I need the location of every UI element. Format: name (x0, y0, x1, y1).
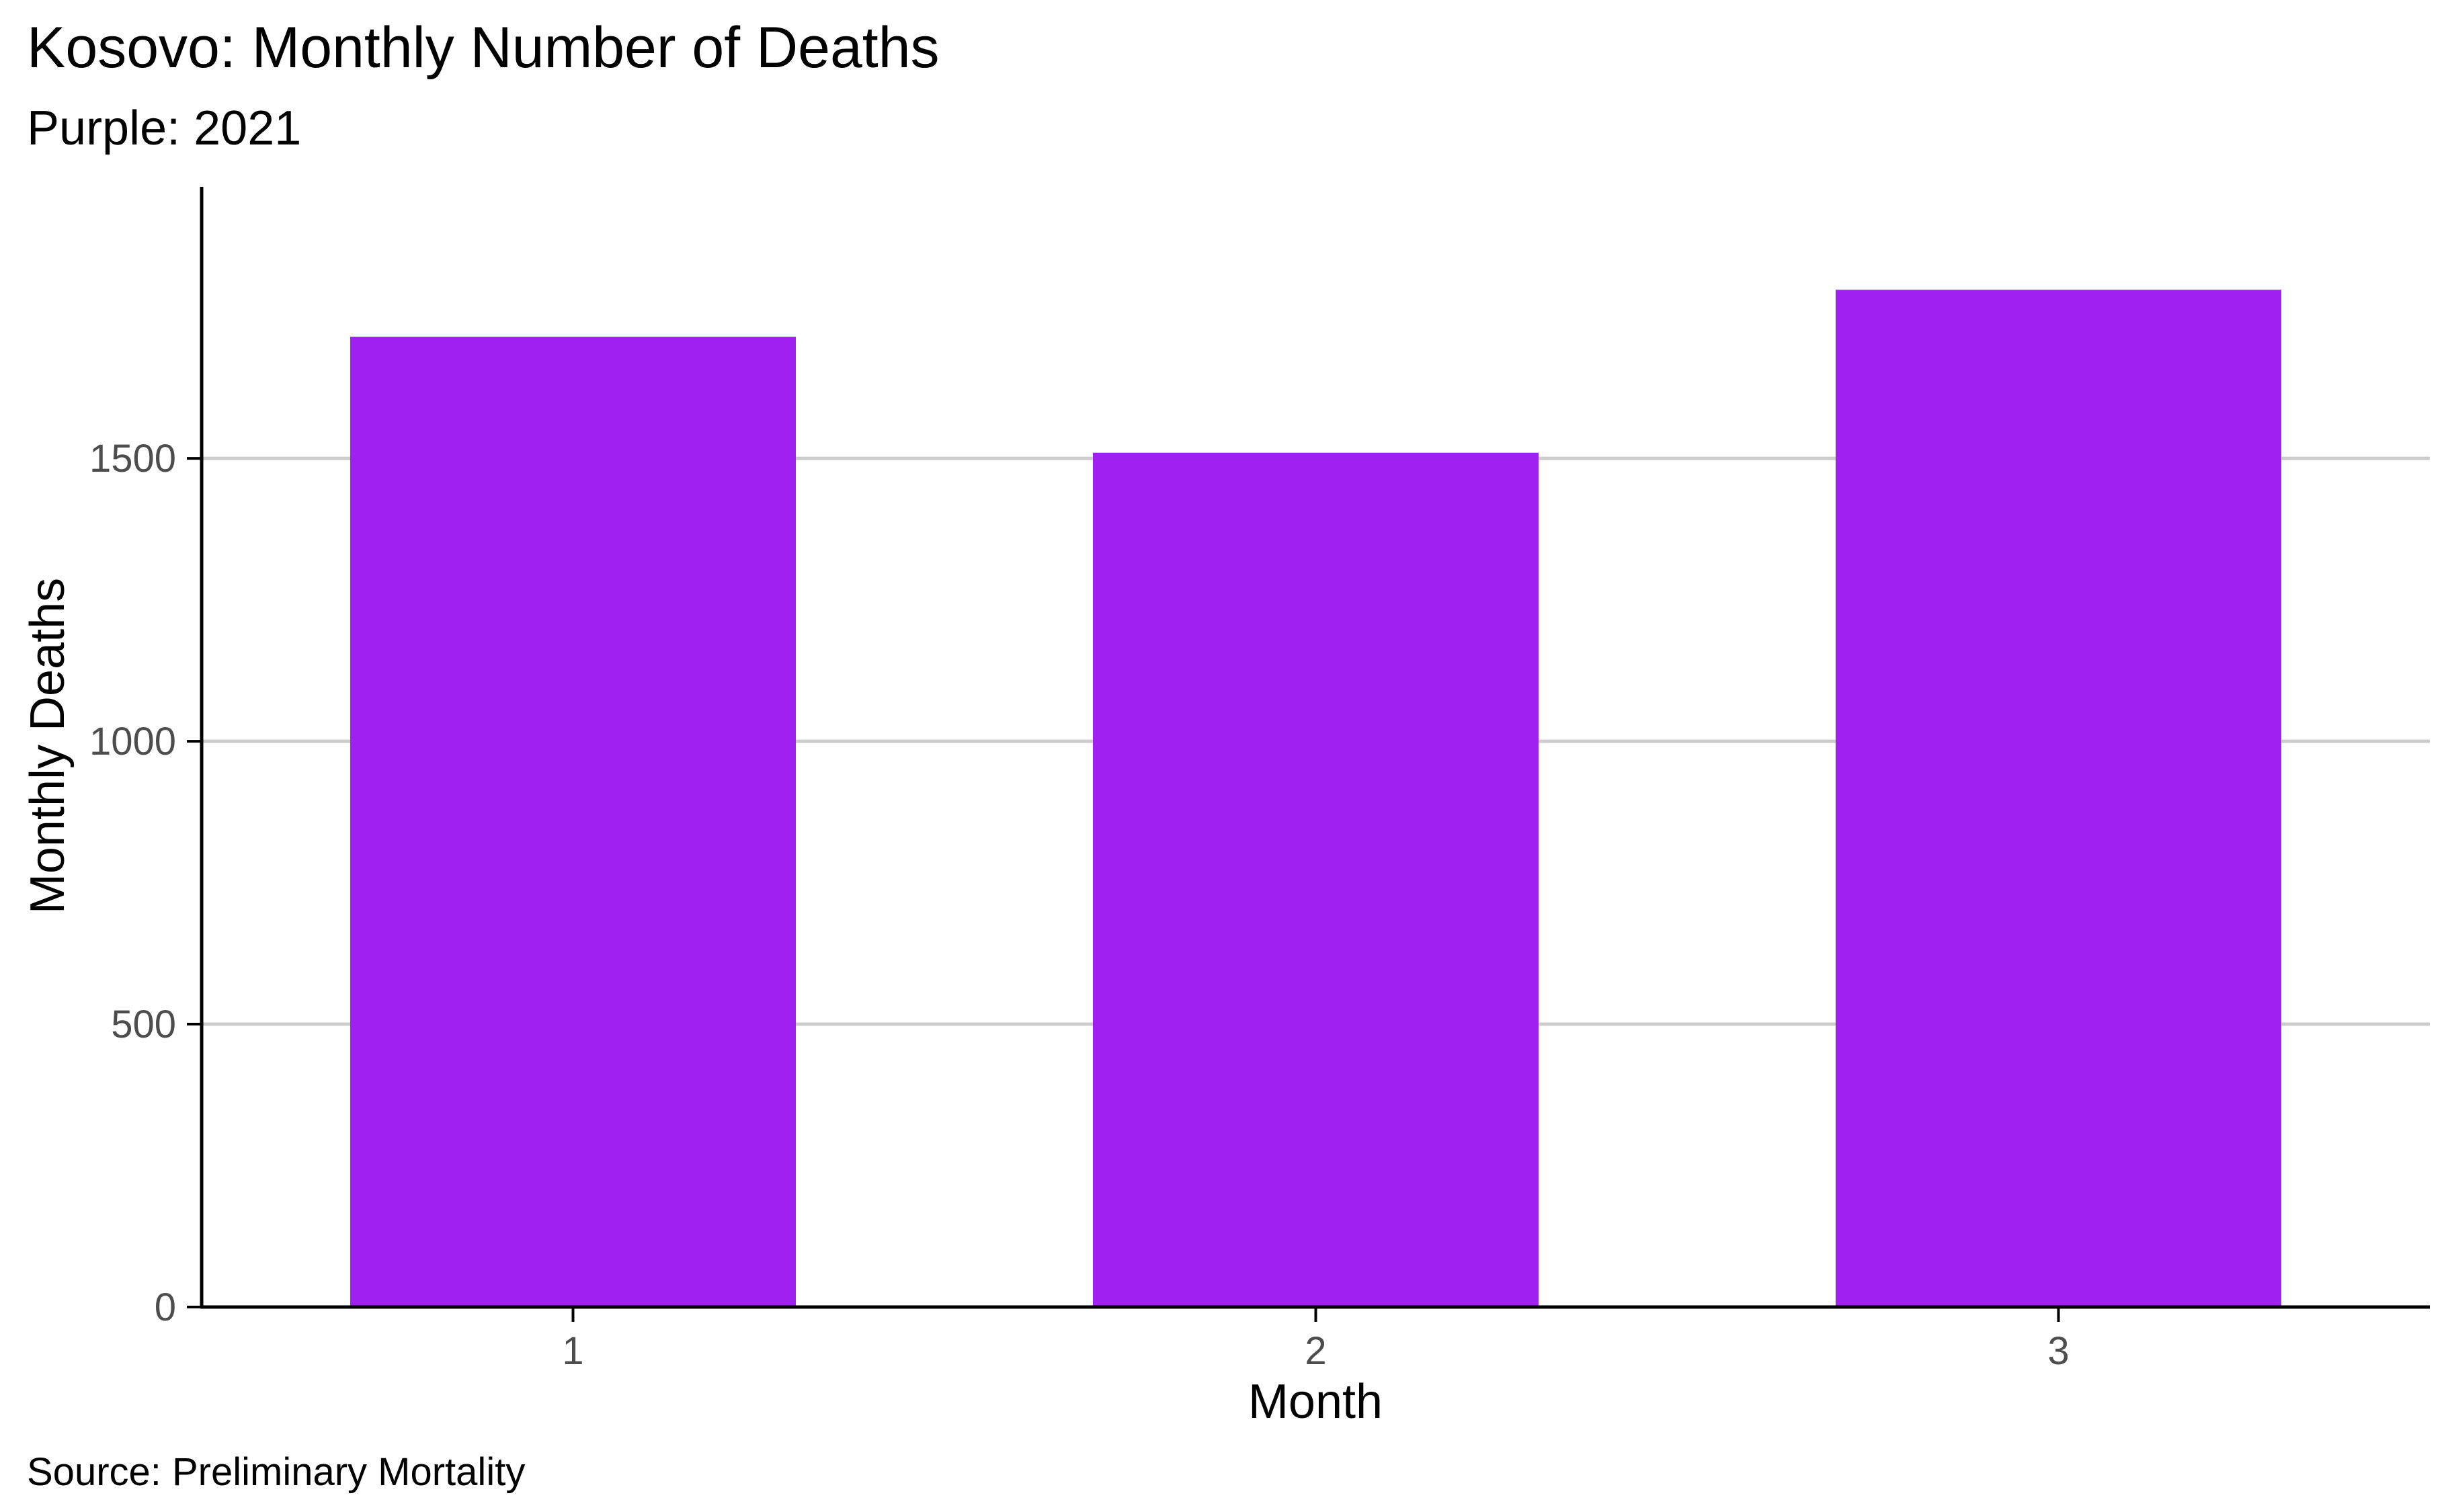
chart-subtitle: Purple: 2021 (27, 101, 301, 155)
bar (350, 337, 796, 1307)
tick-labels: 0 500 1000 1500 1 2 3 (89, 437, 2070, 1373)
chart-title: Kosovo: Monthly Number of Deaths (27, 15, 940, 80)
y-tick-label: 1000 (89, 720, 176, 763)
chart-caption: Source: Preliminary Mortality (27, 1450, 525, 1494)
x-tick-label: 2 (1305, 1329, 1326, 1373)
bar (1093, 452, 1539, 1307)
y-tick-label: 1500 (89, 437, 176, 480)
bars (350, 290, 2281, 1308)
y-axis-label: Monthly Deaths (21, 578, 75, 914)
x-tick-label: 1 (562, 1329, 583, 1373)
bar (1836, 290, 2281, 1308)
x-axis-label: Month (1248, 1375, 1383, 1429)
x-tick-label: 3 (2047, 1329, 2069, 1373)
axes (187, 187, 2430, 1322)
y-tick-label: 500 (111, 1003, 176, 1046)
y-tick-label: 0 (155, 1286, 176, 1329)
